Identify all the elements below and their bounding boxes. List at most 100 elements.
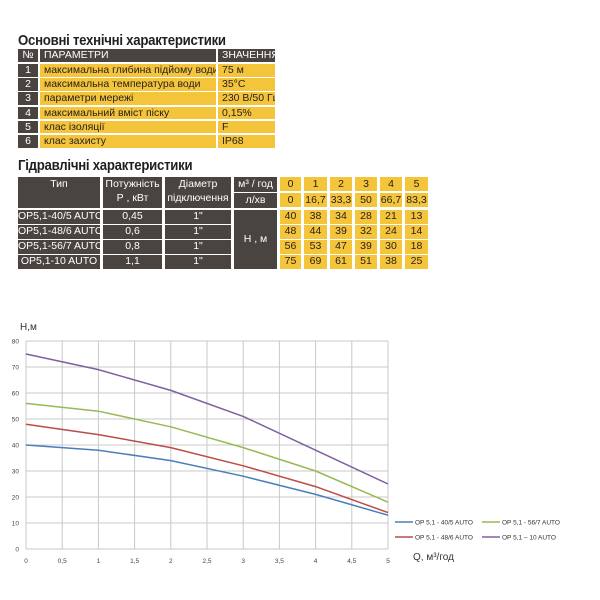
series-line [25, 423, 389, 514]
head-value: 38 [380, 255, 402, 269]
head-value: 51 [355, 255, 377, 269]
row-number: 5 [18, 120, 38, 134]
x-tick-label: 1,5 [130, 558, 139, 565]
flow-m3-value: 0 [280, 177, 301, 191]
flow-m3-value: 2 [330, 177, 352, 191]
flow-l-value: 33,3 [330, 193, 352, 207]
header-power: Потужність Р , кВт [103, 177, 162, 208]
pump-diameter: 1" [165, 225, 231, 239]
pump-power: 0,8 [103, 240, 162, 254]
head-value: 34 [330, 210, 352, 224]
x-tick-label: 2,5 [202, 558, 211, 565]
section2-title: Гідравлічні характеристики [18, 157, 193, 174]
header-head: Н , м [234, 210, 277, 269]
performance-chart: 0 10 20 30 40 50 60 70 80 0 0,5 1 1,5 2 2,5 3 3,5 4 4,5 5 OP… [12, 322, 560, 565]
pump-type: OP5,1-10 AUTO [18, 255, 100, 269]
parameter-name: максимальний вміст піску [40, 106, 216, 120]
flow-m3-value: 5 [405, 177, 428, 191]
pump-diameter: 1" [165, 240, 231, 254]
flow-l-value: 0 [280, 193, 301, 207]
header-diameter: Діаметр підключення [165, 177, 231, 208]
head-value: 30 [380, 240, 402, 254]
legend-label: OP 5,1 – 10 AUTO [502, 535, 556, 542]
y-tick-label: 80 [12, 339, 20, 346]
pump-type: OP5,1-56/7 AUTO [18, 240, 100, 254]
head-value: 48 [280, 225, 301, 239]
head-value: 38 [304, 210, 327, 224]
row-number: 3 [18, 92, 38, 105]
flow-l-value: 83,3 [405, 193, 428, 207]
y-tick-label: 60 [12, 391, 20, 398]
y-tick-label: 30 [12, 469, 20, 476]
flow-m3-value: 1 [304, 177, 327, 191]
row-number: 6 [18, 135, 38, 148]
x-tick-label: 5 [386, 558, 390, 565]
head-value: 56 [280, 240, 301, 254]
section1-title: Основні технічні характеристики [18, 32, 226, 49]
legend-label: OP 5,1 - 56/7 AUTO [502, 520, 560, 527]
parameter-name: максимальна глибина підйому води [40, 64, 216, 77]
pump-power: 0,6 [103, 225, 162, 239]
head-value: 39 [355, 240, 377, 254]
x-tick-label: 4 [314, 558, 318, 565]
x-tick-label: 3 [241, 558, 245, 565]
series-line [25, 402, 389, 503]
head-value: 28 [355, 210, 377, 224]
y-tick-label: 20 [12, 495, 20, 502]
flow-l-value: 50 [355, 193, 377, 207]
y-tick-label: 40 [12, 443, 20, 450]
header-number: № [18, 49, 38, 62]
parameter-name: клас ізоляції [40, 120, 216, 134]
x-tick-label: 4,5 [347, 558, 356, 565]
head-value: 39 [330, 225, 352, 239]
parameter-name: максимальна температура води [40, 78, 216, 91]
flow-l-value: 66,7 [380, 193, 402, 207]
head-value: 44 [304, 225, 327, 239]
flow-m3-value: 4 [380, 177, 402, 191]
legend-label: OP 5,1 - 40/5 AUTO [415, 520, 473, 527]
x-tick-label: 1 [97, 558, 101, 565]
y-tick-label: 50 [12, 417, 20, 424]
head-value: 47 [330, 240, 352, 254]
x-tick-label: 0,5 [58, 558, 67, 565]
header-type: Тип [18, 177, 100, 208]
x-tick-label: 3,5 [275, 558, 284, 565]
parameter-value: IP68 [218, 135, 275, 148]
x-tick-label: 2 [169, 558, 173, 565]
pump-type: OP5,1-40/5 AUTO [18, 210, 100, 224]
pump-diameter: 1" [165, 255, 231, 269]
parameter-value: 75 м [218, 64, 275, 77]
head-value: 69 [304, 255, 327, 269]
header-flow-m3: м³ / год [234, 177, 277, 192]
head-value: 75 [280, 255, 301, 269]
x-tick-label: 0 [24, 558, 28, 565]
head-value: 61 [330, 255, 352, 269]
head-value: 53 [304, 240, 327, 254]
legend-label: OP 5,1 - 48/6 AUTO [415, 535, 473, 542]
header-parameters: ПАРАМЕТРИ [40, 49, 216, 62]
x-axis-label: Q, м³/год [413, 552, 454, 563]
pump-power: 1,1 [103, 255, 162, 269]
header-flow-l: л/хв [234, 193, 277, 208]
row-number: 1 [18, 64, 38, 77]
parameter-value: 35°C [218, 78, 275, 91]
parameter-value: 230 В/50 Гц [218, 92, 275, 105]
header-value: ЗНАЧЕННЯ [218, 49, 275, 62]
head-value: 25 [405, 255, 428, 269]
flow-m3-value: 3 [355, 177, 377, 191]
head-value: 32 [355, 225, 377, 239]
parameter-value: F [218, 120, 275, 134]
y-axis-label: H,м [20, 322, 37, 333]
head-value: 18 [405, 240, 428, 254]
head-value: 24 [380, 225, 402, 239]
series-line [25, 444, 389, 516]
parameter-name: клас захисту [40, 135, 216, 148]
row-number: 2 [18, 78, 38, 91]
parameter-name: параметри мережі [40, 92, 216, 105]
y-tick-label: 0 [15, 547, 19, 554]
head-value: 14 [405, 225, 428, 239]
y-tick-label: 70 [12, 365, 20, 372]
parameter-value: 0,15% [218, 106, 275, 120]
pump-power: 0,45 [103, 210, 162, 224]
